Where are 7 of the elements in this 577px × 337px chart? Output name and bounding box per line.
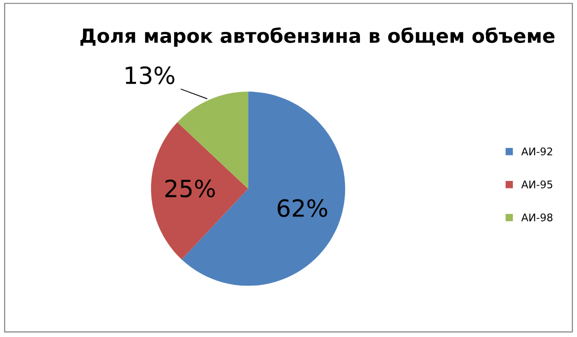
legend-label: АИ-92 [521,147,552,156]
chart-title: Доля марок автобензина в общем объеме [80,27,554,47]
data-label: 25% [165,180,215,198]
data-label: 13% [126,66,174,84]
data-label: 62% [278,199,328,218]
legend-label: АИ-98 [521,213,552,222]
legend-label: АИ-95 [521,180,552,188]
